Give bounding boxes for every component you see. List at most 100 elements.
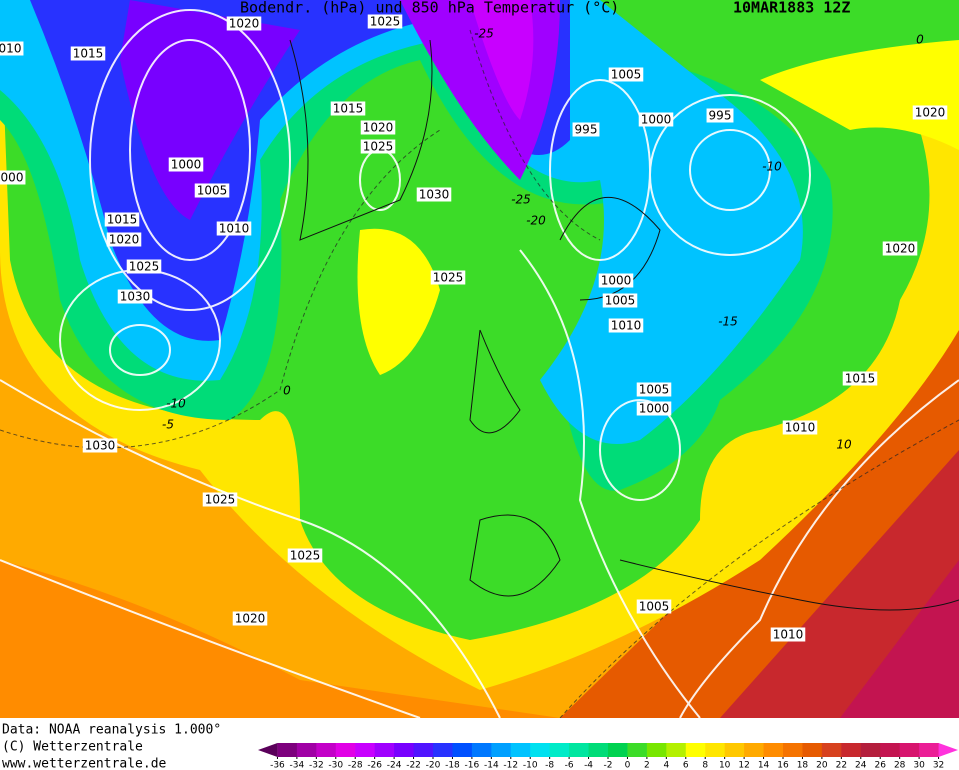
scale-tick-label: 26	[874, 761, 886, 770]
scale-tick-label: 12	[738, 761, 749, 770]
isobar-label: 1025	[129, 260, 160, 274]
isobar-label-box	[82, 438, 118, 453]
temperature-label: 0	[283, 384, 291, 398]
isobar-label: 1005	[639, 383, 670, 397]
scale-tick-label: 24	[855, 761, 867, 770]
isobar-label: 1005	[611, 68, 642, 82]
scale-tick-label: 30	[913, 761, 925, 770]
isobar-label-box	[608, 67, 644, 82]
scale-segment	[666, 743, 687, 757]
isobar-label-box	[117, 289, 153, 304]
isobar-label-box	[638, 112, 674, 127]
footer-line: Data: NOAA reanalysis 1.000°	[2, 723, 221, 738]
isobar-label: 1005	[605, 294, 636, 308]
coastlines	[289, 39, 959, 611]
scale-tick-label: -20	[426, 761, 441, 770]
isobar-label: 1030	[85, 439, 116, 453]
scale-segment	[335, 743, 356, 757]
scale-tick-label: 18	[797, 761, 809, 770]
scale-segment	[627, 743, 648, 757]
isobar-label-box	[202, 492, 238, 507]
isobar-label-box	[232, 611, 268, 626]
isobar-label-box	[430, 270, 466, 285]
scale-tick-label: -16	[465, 761, 480, 770]
isobar-label: 1015	[107, 213, 138, 227]
scale-tick-label: -22	[406, 761, 421, 770]
scale-tick-label: 16	[777, 761, 789, 770]
scale-segment	[919, 743, 940, 757]
isobar-label: 1020	[363, 121, 394, 135]
scale-tick-label: -28	[348, 761, 363, 770]
isobar-label: 995	[709, 109, 732, 123]
scale-tick-label: -12	[503, 761, 518, 770]
isobar-label: 1025	[290, 549, 321, 563]
isobar-label: 1030	[419, 188, 450, 202]
footer: Data: NOAA reanalysis 1.000° (C) Wetterze…	[2, 723, 221, 770]
isobar-label-box	[106, 232, 142, 247]
temperature-label: 10	[836, 438, 852, 452]
isobar-label: 1025	[370, 15, 401, 29]
scale-tick-label: -14	[484, 761, 499, 770]
scale-segment	[530, 743, 551, 757]
scale-tick-label: 22	[836, 761, 847, 770]
scale-segment	[433, 743, 453, 757]
isobar-label: 000	[1, 171, 24, 185]
scale-segment	[355, 743, 376, 757]
isobar-label-box	[168, 157, 204, 172]
temperature-labels: -25 0 -10 -25 -20 -15 -10 -5 0 10	[162, 27, 924, 452]
isobar-label-box	[912, 105, 948, 120]
color-scale: -36 -34 -32 -30 -28 -26 -24 -22 -20 -18 -16 -14 -12-…	[258, 743, 958, 770]
isobar-label: 1020	[885, 242, 916, 256]
isobar-label: 1000	[171, 158, 202, 172]
temperature-label: -15	[718, 315, 738, 329]
isobar-label: 1025	[205, 493, 236, 507]
isobar-label: 1000	[641, 113, 672, 127]
scale-segment	[296, 743, 317, 757]
isobar-label: 1015	[333, 102, 364, 116]
scale-segment	[452, 743, 473, 757]
scale-tick-label: 20	[816, 761, 828, 770]
scale-tick-label: -36	[270, 761, 285, 770]
isobar-label-box	[706, 108, 734, 123]
scale-segment	[608, 743, 628, 757]
temperature-label: -5	[162, 418, 174, 432]
scale-segment	[277, 743, 298, 757]
isobar-label-box	[126, 259, 162, 274]
map-title: Bodendr. (hPa) und 850 hPa Temperatur (°…	[240, 0, 619, 17]
scale-tick-label: -6	[565, 761, 574, 770]
scale-segment	[880, 743, 901, 757]
isobar-label-box	[608, 318, 644, 333]
scale-segment	[802, 743, 823, 757]
scale-segment	[549, 743, 570, 757]
isobar-label-box	[416, 187, 452, 202]
scale-segment	[783, 743, 803, 757]
scale-segment	[841, 743, 862, 757]
scale-tick-label: 14	[758, 761, 770, 770]
scale-tick-label: -24	[387, 761, 402, 770]
scale-tick-label: -8	[545, 761, 554, 770]
isobar-label: 1015	[73, 47, 104, 61]
scale-tick-label: 0	[625, 761, 631, 770]
isobar-label: 1010	[773, 628, 804, 642]
isobar-label-box	[572, 122, 600, 137]
isobar-label-box	[782, 420, 818, 435]
scale-tick-label: 10	[719, 761, 731, 770]
isobar-label: 1020	[229, 17, 260, 31]
isobar-label-box	[0, 170, 26, 185]
isobar-label-box	[598, 273, 634, 288]
isobar-label: 995	[575, 123, 598, 137]
scale-tick-label: 2	[644, 761, 650, 770]
isobar-label-box	[360, 120, 396, 135]
isobar-label-box	[330, 101, 366, 116]
scale-segment	[744, 743, 765, 757]
isobar-label: 1010	[219, 222, 250, 236]
map-date: 10MAR1883 12Z	[733, 0, 850, 17]
scale-segment	[316, 743, 337, 757]
scale-tick-label: -4	[584, 761, 593, 770]
scale-arrow	[258, 743, 278, 757]
isobar-label-box	[842, 371, 878, 386]
scale-tick-label: -10	[523, 761, 538, 770]
scale-segment	[510, 743, 531, 757]
scale-segment	[646, 743, 667, 757]
